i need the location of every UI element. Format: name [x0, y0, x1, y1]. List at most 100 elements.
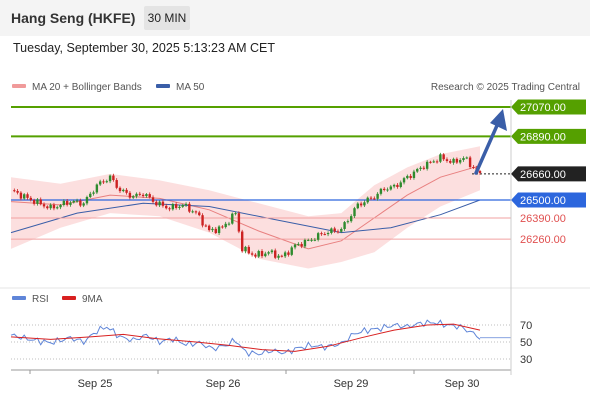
x-axis-labels: Sep 25 Sep 26 Sep 29 Sep 30	[29, 370, 480, 390]
candle-body	[32, 200, 36, 204]
candle-body	[145, 194, 148, 197]
candle-body	[366, 197, 369, 203]
candle-body	[112, 175, 115, 181]
chart-header: Hang Seng (HKFE) 30 MIN	[0, 0, 590, 36]
candle-body	[59, 204, 62, 208]
ma50-line	[10, 199, 481, 234]
candle-body	[307, 239, 310, 241]
candle-body	[346, 221, 350, 223]
candle-body	[445, 159, 449, 161]
candle-body	[290, 247, 293, 255]
x-tick-label: Sep 30	[445, 378, 480, 390]
ma50-legend-swatch	[156, 84, 170, 88]
candle-body	[151, 197, 155, 202]
candle-body	[171, 204, 175, 210]
candle-body	[89, 193, 92, 198]
candle-body	[244, 246, 247, 252]
candle-body	[95, 184, 99, 193]
candle-body	[49, 204, 52, 209]
candle-body	[287, 252, 290, 255]
candle-body	[125, 189, 128, 193]
candle-body	[141, 194, 145, 197]
candle-body	[435, 161, 439, 163]
candle-body	[115, 180, 118, 188]
candle-body	[310, 239, 313, 241]
candle-body	[237, 213, 241, 232]
candle-body	[465, 157, 468, 159]
candle-body	[69, 202, 72, 205]
candle-body	[194, 211, 198, 213]
candle-body	[108, 175, 112, 182]
candle-body	[174, 204, 178, 208]
candle-body	[191, 211, 194, 213]
level-tag-26500.00	[511, 192, 586, 208]
rsi-line	[10, 319, 481, 358]
candle-body	[52, 204, 56, 209]
candle-body	[227, 223, 231, 225]
candle-body	[432, 161, 435, 163]
ma50-legend-label: MA 50	[176, 82, 205, 93]
candle-body	[240, 231, 244, 252]
candle-body	[442, 154, 445, 160]
candle-body	[36, 199, 39, 204]
candle-body	[135, 193, 138, 197]
candle-body	[472, 166, 475, 168]
candle-body	[105, 181, 108, 183]
candle-body	[468, 157, 472, 167]
chart-title: Hang Seng (HKFE)	[11, 10, 136, 26]
candle-body	[62, 200, 66, 205]
candle-body	[300, 243, 303, 247]
candle-body	[283, 252, 287, 257]
bollinger-band-layer	[11, 146, 480, 269]
candle-body	[478, 171, 482, 173]
candle-body	[224, 223, 227, 228]
candle-body	[82, 203, 85, 206]
candle-body	[369, 197, 373, 199]
rsi-ma-line	[10, 323, 481, 352]
candle-body	[72, 200, 75, 203]
level-label-26660.00: 26660.00	[520, 169, 566, 181]
candle-body	[198, 212, 201, 216]
candle-body	[293, 244, 297, 248]
candle-body	[211, 228, 214, 231]
candle-body	[439, 154, 442, 162]
candle-body	[392, 184, 396, 187]
candle-body	[270, 250, 274, 253]
forecast-arrow-layer	[474, 109, 507, 175]
candle-body	[326, 232, 330, 235]
candle-body	[452, 158, 455, 163]
timestamp: Tuesday, September 30, 2025 5:13:23 AM C…	[13, 41, 275, 55]
rsi-legend-swatch	[12, 296, 26, 300]
candle-body	[155, 201, 158, 206]
candle-body	[234, 213, 237, 215]
candle-body	[250, 253, 254, 255]
candle-body	[349, 216, 353, 222]
timeframe-button[interactable]: 30 MIN	[144, 6, 190, 30]
candle-body	[280, 255, 284, 257]
candle-body	[16, 190, 19, 193]
level-tag-26890.00	[511, 128, 586, 144]
candle-body	[207, 225, 211, 231]
candle-body	[257, 251, 260, 257]
level-label-26390.00: 26390.00	[520, 213, 566, 225]
candle-body	[102, 181, 105, 183]
candle-body	[201, 215, 204, 226]
candle-body	[340, 228, 343, 232]
candle-body	[217, 226, 221, 234]
forecast-arrow-head	[490, 109, 507, 131]
candle-body	[399, 182, 402, 188]
candle-body	[409, 175, 412, 178]
candles-layer	[13, 152, 482, 260]
candle-body	[181, 205, 184, 207]
copyright-text: Research © 2025 Trading Central	[431, 82, 580, 93]
candle-body	[138, 193, 142, 195]
candle-body	[313, 239, 317, 241]
candle-body	[168, 208, 171, 210]
candle-body	[353, 208, 356, 217]
candle-body	[402, 178, 406, 183]
candle-body	[333, 228, 336, 232]
x-tick-label: Sep 25	[78, 378, 113, 390]
rsi-tick-label: 50	[520, 337, 532, 349]
candle-body	[297, 243, 300, 245]
rsi-ma-legend-swatch	[62, 296, 76, 300]
